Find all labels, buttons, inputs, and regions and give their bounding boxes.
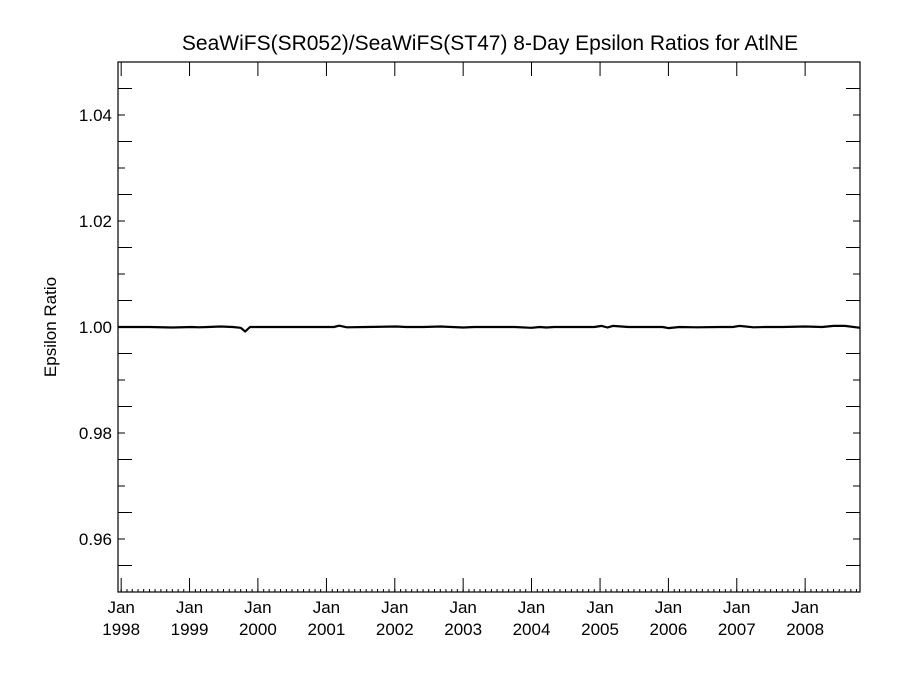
x-tick-label-year: 1999 [171, 620, 209, 639]
y-tick-label: 0.96 [79, 530, 112, 549]
x-tick-label-year: 2008 [786, 620, 824, 639]
x-tick-label-year: 2006 [649, 620, 687, 639]
x-tick-label-month: Jan [791, 598, 818, 617]
x-tick-label-month: Jan [244, 598, 271, 617]
x-tick-label-month: Jan [723, 598, 750, 617]
x-tick-label-year: 2003 [444, 620, 482, 639]
x-tick-label-year: 2000 [239, 620, 277, 639]
x-tick-label-month: Jan [313, 598, 340, 617]
x-tick-label-year: 2007 [718, 620, 756, 639]
x-tick-label-year: 2004 [513, 620, 551, 639]
y-tick-label: 1.00 [79, 318, 112, 337]
x-axis: Jan 1998 Jan 1999 Jan 2000 Jan 2001 Jan 2002 Jan 20… [102, 62, 857, 639]
x-tick-label-year: 2001 [308, 620, 346, 639]
y-tick-label: 0.98 [79, 424, 112, 443]
y-tick-label: 1.02 [79, 212, 112, 231]
y-tick-label: 1.04 [79, 106, 112, 125]
x-tick-label-month: Jan [518, 598, 545, 617]
x-tick-label-month: Jan [655, 598, 682, 617]
x-tick-label-year: 1998 [102, 620, 140, 639]
epsilon-ratio-line [118, 324, 861, 333]
x-tick-label-month: Jan [586, 598, 613, 617]
x-tick-label-month: Jan [449, 598, 476, 617]
x-tick-label-month: Jan [107, 598, 134, 617]
x-tick-label-year: 2002 [376, 620, 414, 639]
y-axis-label: Epsilon Ratio [41, 277, 60, 377]
chart-title: SeaWiFS(SR052)/SeaWiFS(ST47) 8-Day Epsil… [182, 32, 798, 55]
x-tick-label-month: Jan [176, 598, 203, 617]
x-tick-label-month: Jan [381, 598, 408, 617]
x-tick-label-year: 2005 [581, 620, 619, 639]
